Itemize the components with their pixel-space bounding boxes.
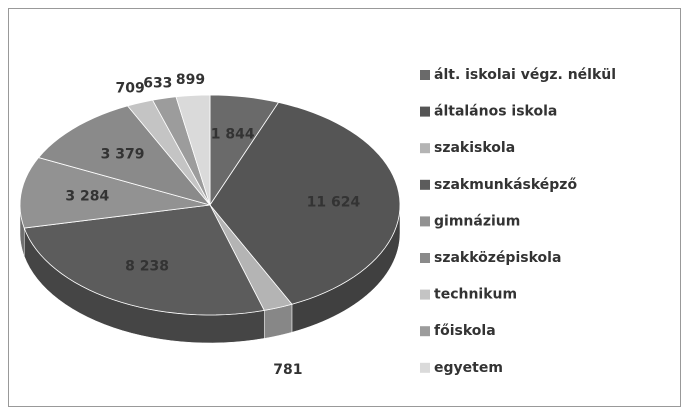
data-label: 3 379 [101, 147, 145, 163]
legend-swatch [420, 179, 430, 190]
legend-label: ált. iskolai végz. nélkül [434, 67, 616, 83]
legend-label: szakiskola [434, 140, 515, 156]
data-label: 1 844 [211, 127, 255, 143]
data-label: 8 238 [125, 259, 169, 275]
legend-label: gimnázium [434, 213, 520, 229]
legend-swatch [420, 216, 430, 227]
legend-label: egyetem [434, 360, 503, 376]
legend-label: szakközépiskola [434, 250, 561, 266]
legend-label: általános iskola [434, 104, 557, 120]
data-label: 3 284 [65, 189, 109, 205]
data-label: 899 [176, 72, 205, 88]
data-label: 709 [116, 80, 145, 96]
pie-slice [209, 94, 280, 207]
pie-slice [19, 157, 211, 229]
legend-swatch [420, 106, 430, 117]
legend-swatch [420, 143, 430, 154]
legend-label: technikum [434, 287, 517, 303]
legend-swatch [420, 253, 430, 263]
legend-swatch [420, 326, 430, 337]
legend-swatch [420, 70, 430, 80]
data-label: 633 [143, 75, 172, 91]
pie-slice [175, 94, 211, 206]
pie-slice [37, 105, 212, 206]
data-label: 781 [273, 362, 302, 378]
pie-slice [23, 204, 265, 316]
legend-label: szakmunkásképző [434, 177, 577, 193]
legend-label: főiskola [434, 323, 496, 339]
pie-slice [209, 101, 401, 305]
legend-swatch [420, 362, 430, 373]
data-label: 11 624 [307, 194, 361, 210]
legend-swatch [420, 289, 430, 300]
